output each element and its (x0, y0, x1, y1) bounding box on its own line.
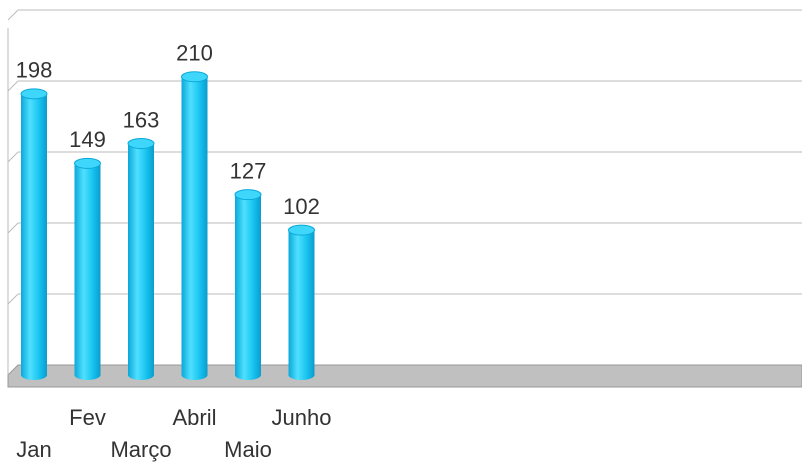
bar-top (74, 157, 101, 169)
bar (21, 93, 47, 375)
bar-bottom (21, 370, 47, 380)
value-label: 163 (123, 107, 160, 132)
bar-bottom (128, 370, 154, 380)
x-tick-label: Junho (272, 405, 332, 430)
floor (7, 364, 802, 388)
bar-bottom (235, 370, 261, 380)
grid-line-side (7, 222, 19, 234)
x-tick-label: Maio (224, 437, 272, 462)
bar-top (127, 138, 155, 150)
grid-line-side (7, 151, 19, 163)
bar-top (288, 224, 315, 236)
bar-bottom (181, 370, 208, 380)
x-tick-label: Março (110, 437, 171, 462)
value-label: 102 (283, 194, 320, 219)
bar (288, 230, 315, 375)
bar (128, 143, 154, 375)
bar-top (181, 71, 208, 83)
bar-bottom (74, 370, 101, 380)
value-label: 198 (16, 58, 53, 83)
x-tick-label: Abril (172, 405, 216, 430)
x-tick-label: Fev (69, 405, 106, 430)
bar-bottom (288, 370, 315, 380)
grid-line-side (7, 80, 19, 92)
value-label: 149 (69, 127, 106, 152)
x-tick-label: Jan (16, 437, 51, 462)
value-label: 127 (230, 158, 267, 183)
bar (181, 76, 208, 376)
value-label: 210 (176, 41, 213, 66)
bar (74, 163, 101, 375)
bar (235, 194, 261, 375)
grid-line-side (7, 293, 19, 305)
bar-top (234, 189, 262, 201)
bar-top (20, 88, 48, 100)
grid-line-side (7, 9, 19, 21)
